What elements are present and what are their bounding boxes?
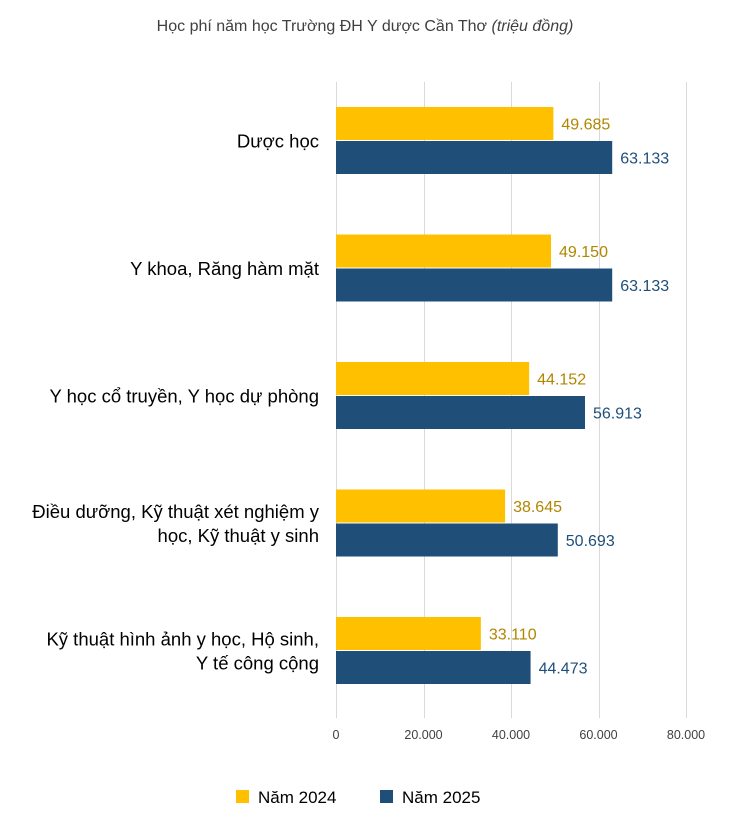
bar-2024	[336, 489, 506, 523]
bars	[336, 107, 613, 684]
x-axis-ticks: 0 20.000 40.000 60.000 80.000	[333, 728, 706, 742]
bar-2025	[336, 268, 613, 302]
category-label: Kỹ thuật hình ảnh y học, Hộ sinh,	[46, 629, 319, 650]
category-label: Y học cổ truyền, Y học dự phòng	[49, 386, 319, 407]
bar-2025	[336, 523, 558, 557]
category-label: Dược học	[237, 131, 319, 152]
category-label: Điều dưỡng, Kỹ thuật xét nghiệm y	[32, 501, 320, 522]
data-label: 50.693	[566, 533, 615, 550]
category-labels: Dược học Y khoa, Răng hàm mặt Y học cổ tru…	[32, 131, 320, 674]
x-tick-label: 0	[333, 728, 340, 742]
bar-2025	[336, 651, 531, 684]
legend-label: Năm 2025	[402, 788, 480, 807]
data-label: 63.133	[620, 151, 669, 168]
data-label: 49.685	[561, 117, 610, 134]
chart-title-unit: (triệu đồng)	[492, 18, 574, 35]
x-tick-label: 40.000	[492, 728, 530, 742]
bar-2024	[336, 234, 552, 268]
x-tick-label: 60.000	[579, 728, 617, 742]
data-label: 63.133	[620, 278, 669, 295]
x-tick-label: 20.000	[404, 728, 442, 742]
bar-2024	[336, 617, 481, 650]
chart-title: Học phí năm học Trường ĐH Y dược Cần Thơ…	[157, 18, 574, 35]
category-label: học, Kỹ thuật y sinh	[158, 525, 319, 546]
category-label: Y tế công cộng	[196, 653, 319, 674]
data-label: 44.152	[537, 372, 586, 389]
bar-2024	[336, 107, 554, 140]
legend-swatch	[236, 790, 249, 803]
legend-swatch	[380, 790, 393, 803]
category-label: Y khoa, Răng hàm mặt	[130, 258, 319, 279]
data-label: 56.913	[593, 406, 642, 423]
data-label: 44.473	[539, 661, 588, 678]
bar-2024	[336, 362, 530, 395]
legend: Năm 2024 Năm 2025	[236, 788, 480, 807]
chart-title-main: Học phí năm học Trường ĐH Y dược Cần Thơ	[157, 18, 488, 35]
data-label: 33.110	[489, 627, 537, 644]
x-tick-label: 80.000	[667, 728, 705, 742]
data-label: 38.645	[513, 499, 562, 516]
data-label: 49.150	[559, 244, 608, 261]
legend-label: Năm 2024	[258, 788, 336, 807]
bar-2025	[336, 396, 585, 429]
data-labels: 49.685 63.133 49.150 63.133 44.152 56.913 38.6…	[489, 117, 669, 678]
bar-2025	[336, 141, 613, 174]
